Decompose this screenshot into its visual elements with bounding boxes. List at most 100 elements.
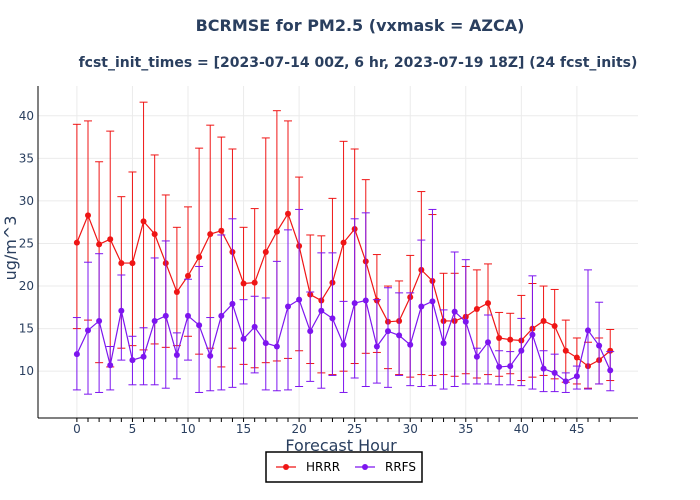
y-tick-label: 10 bbox=[19, 364, 34, 378]
rrfs-point[interactable] bbox=[462, 318, 469, 325]
rrfs-point[interactable] bbox=[429, 298, 436, 305]
rrfs-point[interactable] bbox=[196, 322, 203, 329]
hrrr-point[interactable] bbox=[540, 317, 547, 324]
hrrr-point[interactable] bbox=[340, 239, 347, 246]
legend-rrfs-marker bbox=[362, 464, 368, 470]
rrfs-point[interactable] bbox=[540, 365, 547, 372]
rrfs-point[interactable] bbox=[407, 341, 414, 348]
hrrr-point[interactable] bbox=[262, 249, 269, 255]
rrfs-point[interactable] bbox=[173, 352, 180, 359]
legend: HRRR RRFS bbox=[265, 451, 423, 483]
x-tick-label: 20 bbox=[291, 422, 306, 436]
hrrr-point[interactable] bbox=[496, 334, 503, 341]
hrrr-point[interactable] bbox=[118, 260, 125, 267]
rrfs-point[interactable] bbox=[585, 327, 591, 334]
hrrr-point[interactable] bbox=[218, 227, 225, 234]
rrfs-point[interactable] bbox=[96, 317, 103, 324]
hrrr-point[interactable] bbox=[73, 239, 80, 246]
hrrr-point[interactable] bbox=[196, 254, 203, 261]
hrrr-point[interactable] bbox=[285, 210, 291, 217]
hrrr-point[interactable] bbox=[240, 280, 247, 287]
hrrr-point[interactable] bbox=[473, 306, 480, 313]
rrfs-point[interactable] bbox=[518, 347, 525, 354]
x-tick-label: 35 bbox=[458, 422, 473, 436]
rrfs-point[interactable] bbox=[285, 303, 291, 310]
y-tick-label: 40 bbox=[19, 109, 34, 123]
y-tick-label: 25 bbox=[19, 236, 34, 250]
rrfs-point[interactable] bbox=[251, 323, 258, 330]
hrrr-point[interactable] bbox=[207, 231, 214, 238]
rrfs-point[interactable] bbox=[107, 362, 114, 369]
hrrr-point[interactable] bbox=[129, 260, 136, 267]
x-axis-label: Forecast Hour bbox=[285, 436, 397, 455]
rrfs-point[interactable] bbox=[273, 343, 280, 350]
rrfs-point[interactable] bbox=[151, 317, 158, 324]
hrrr-point[interactable] bbox=[507, 336, 514, 343]
rrfs-point[interactable] bbox=[351, 300, 358, 307]
y-axis-label: ug/m^3 bbox=[1, 216, 20, 281]
chart-subtitle: fcst_init_times = [2023-07-14 00Z, 6 hr,… bbox=[79, 55, 638, 71]
rrfs-point[interactable] bbox=[573, 373, 580, 380]
hrrr-point[interactable] bbox=[96, 241, 103, 248]
rrfs-point[interactable] bbox=[229, 300, 236, 307]
rrfs-point[interactable] bbox=[140, 353, 147, 360]
rrfs-point[interactable] bbox=[473, 353, 480, 360]
rrfs-point[interactable] bbox=[307, 328, 314, 335]
rrfs-point[interactable] bbox=[118, 307, 125, 314]
rrfs-point[interactable] bbox=[318, 307, 325, 314]
y-tick-label: 35 bbox=[19, 151, 34, 165]
legend-hrrr-label: HRRR bbox=[306, 460, 340, 474]
rrfs-point[interactable] bbox=[262, 340, 269, 347]
rrfs-point[interactable] bbox=[496, 363, 503, 370]
y-tick-label: 30 bbox=[19, 194, 34, 208]
y-ticks: 10 15 20 25 30 35 40 bbox=[19, 109, 34, 378]
rrfs-point[interactable] bbox=[507, 363, 514, 370]
rrfs-point[interactable] bbox=[240, 335, 247, 342]
y-tick-label: 20 bbox=[19, 279, 34, 293]
rrfs-point[interactable] bbox=[362, 297, 369, 304]
rrfs-point[interactable] bbox=[451, 308, 458, 315]
hrrr-point[interactable] bbox=[273, 228, 280, 235]
hrrr-point[interactable] bbox=[140, 218, 147, 225]
series-rrfs bbox=[72, 208, 615, 395]
rrfs-point[interactable] bbox=[162, 312, 169, 319]
x-tick-label: 40 bbox=[514, 422, 529, 436]
hrrr-point[interactable] bbox=[173, 289, 180, 296]
rrfs-point[interactable] bbox=[440, 340, 447, 347]
rrfs-point[interactable] bbox=[418, 303, 425, 310]
rrfs-point[interactable] bbox=[385, 328, 391, 335]
rrfs-point[interactable] bbox=[329, 315, 336, 322]
rrfs-point[interactable] bbox=[373, 343, 380, 350]
rrfs-point[interactable] bbox=[551, 369, 558, 376]
x-ticks: 0 5 10 15 20 25 30 35 40 45 bbox=[73, 418, 611, 436]
rrfs-point[interactable] bbox=[485, 339, 491, 346]
rrfs-point[interactable] bbox=[529, 331, 536, 338]
hrrr-point[interactable] bbox=[185, 272, 191, 279]
hrrr-point[interactable] bbox=[107, 236, 114, 243]
hrrr-point[interactable] bbox=[573, 354, 580, 361]
rrfs-point[interactable] bbox=[296, 296, 303, 303]
legend-item-hrrr[interactable]: HRRR bbox=[276, 460, 340, 474]
series-layer bbox=[72, 101, 615, 395]
rrfs-point[interactable] bbox=[85, 327, 91, 334]
x-tick-label: 45 bbox=[569, 422, 584, 436]
legend-item-rrfs[interactable]: RRFS bbox=[355, 460, 416, 474]
rrfs-point[interactable] bbox=[596, 342, 603, 349]
rrfs-point[interactable] bbox=[185, 312, 191, 319]
rrfs-point[interactable] bbox=[73, 351, 80, 358]
hrrr-point[interactable] bbox=[85, 212, 91, 219]
rrfs-point[interactable] bbox=[340, 341, 347, 348]
hrrr-point[interactable] bbox=[251, 279, 258, 286]
hrrr-point[interactable] bbox=[562, 347, 569, 354]
rrfs-point[interactable] bbox=[207, 352, 214, 359]
rrfs-point[interactable] bbox=[218, 312, 225, 319]
hrrr-point[interactable] bbox=[485, 300, 491, 307]
hrrr-point[interactable] bbox=[151, 231, 158, 238]
rrfs-point[interactable] bbox=[396, 332, 403, 339]
rrfs-point[interactable] bbox=[562, 378, 569, 385]
rrfs-point[interactable] bbox=[607, 367, 614, 374]
rrfs-point[interactable] bbox=[129, 357, 136, 364]
hrrr-point[interactable] bbox=[607, 347, 614, 354]
hrrr-point[interactable] bbox=[551, 323, 558, 330]
